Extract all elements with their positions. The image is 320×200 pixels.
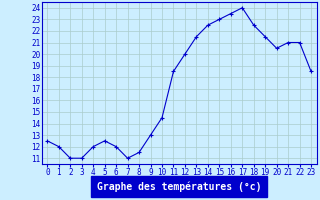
X-axis label: Graphe des températures (°c): Graphe des températures (°c) [97, 181, 261, 192]
